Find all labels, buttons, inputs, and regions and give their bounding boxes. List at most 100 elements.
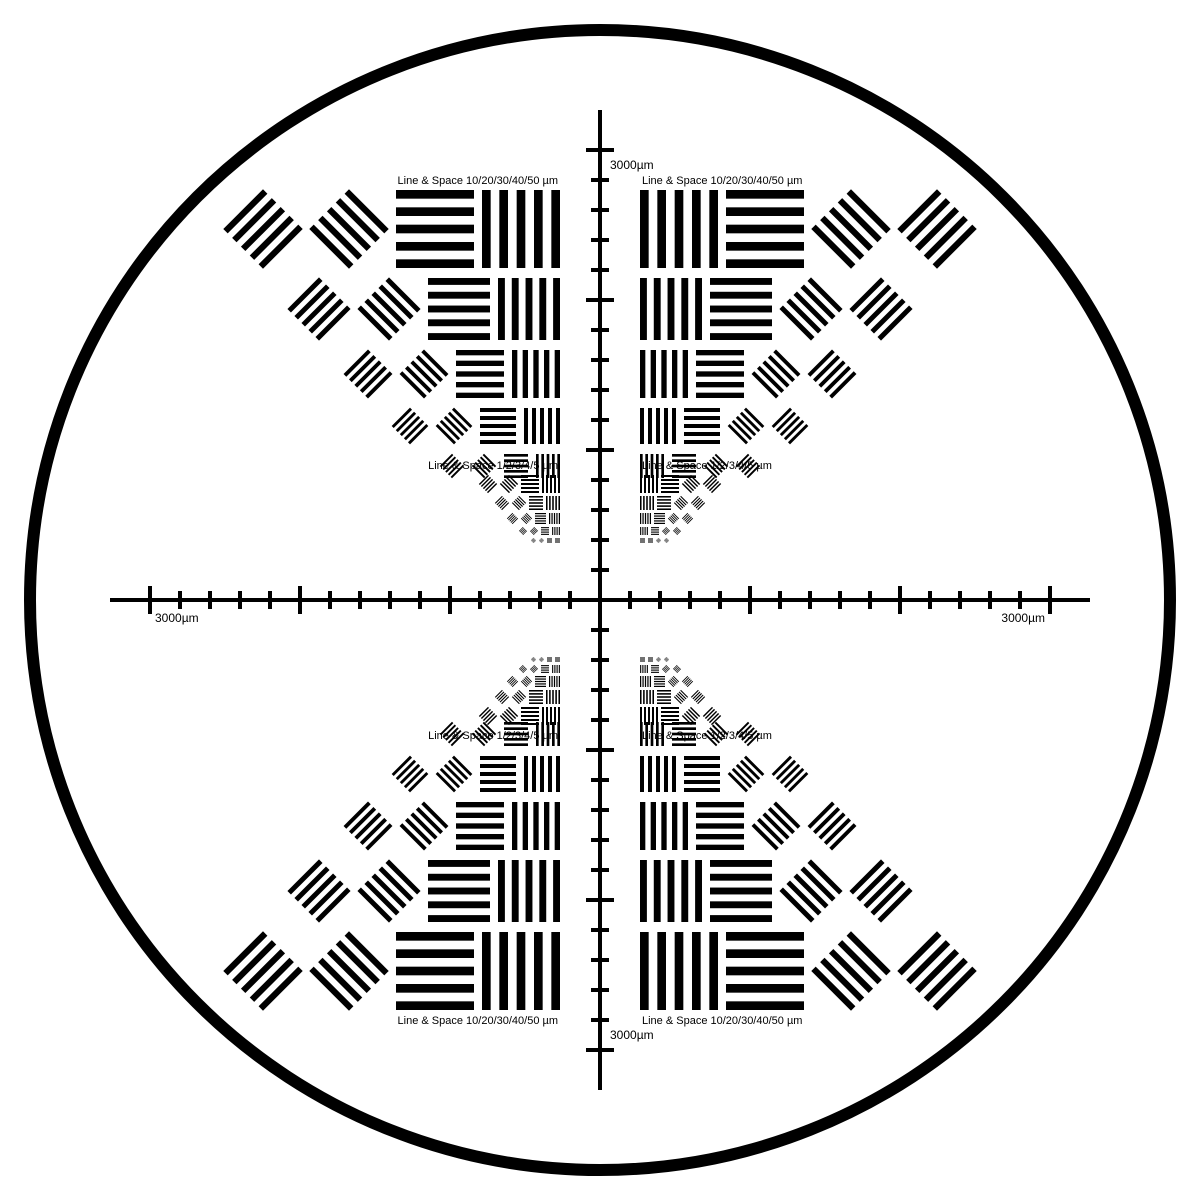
bar — [651, 527, 659, 528]
bar — [559, 538, 560, 543]
bar — [456, 382, 504, 387]
bar — [535, 686, 546, 687]
bar — [710, 915, 772, 922]
bar — [555, 538, 556, 543]
bar — [696, 382, 744, 387]
bar — [554, 707, 556, 725]
bar — [657, 190, 666, 268]
bar — [541, 670, 549, 671]
bar — [684, 416, 720, 420]
bar — [480, 408, 516, 412]
bar — [535, 523, 546, 524]
bar — [529, 508, 543, 510]
bar — [726, 1001, 804, 1010]
bar — [644, 527, 645, 535]
bar — [535, 681, 546, 682]
bar — [541, 665, 549, 666]
bar — [541, 667, 549, 668]
bar — [557, 538, 558, 543]
bar — [648, 539, 653, 540]
bar — [657, 699, 671, 701]
bar — [661, 715, 679, 717]
bar — [396, 1001, 474, 1010]
bar — [640, 496, 642, 510]
bar — [640, 513, 641, 524]
bar — [521, 483, 539, 485]
bar — [547, 658, 552, 659]
bar — [554, 676, 555, 687]
bar — [710, 888, 772, 895]
bar — [654, 518, 665, 519]
bar — [640, 860, 647, 922]
bar — [648, 661, 653, 662]
bar — [540, 408, 544, 444]
bar — [654, 860, 661, 922]
bar — [547, 539, 552, 540]
bar — [657, 499, 671, 501]
bar — [646, 690, 648, 704]
bar — [651, 669, 659, 670]
bar — [554, 527, 555, 535]
bar — [534, 190, 543, 268]
bar — [529, 496, 543, 498]
bar — [664, 756, 668, 792]
bar — [654, 523, 665, 524]
bar — [684, 432, 720, 436]
bar — [657, 696, 671, 698]
bar — [559, 665, 560, 673]
bar — [480, 440, 516, 444]
bar — [540, 756, 544, 792]
bar — [645, 676, 646, 687]
pattern-label: Line & Space 10/20/30/40/50 µm — [642, 1015, 802, 1027]
bar — [546, 475, 548, 493]
bar — [654, 520, 665, 521]
bar — [533, 350, 538, 398]
bar — [661, 491, 679, 493]
bar — [648, 707, 650, 725]
bar — [648, 756, 652, 792]
reticle-diagram: 3000µm3000µm3000µm3000µmLine & Space 10/… — [0, 0, 1200, 1201]
bar — [696, 845, 744, 850]
bar — [654, 278, 661, 340]
pattern-label: Line & Space 1/2/3/4/5 µm — [428, 730, 558, 742]
bar — [640, 350, 645, 398]
bar — [710, 292, 772, 299]
bar — [644, 538, 645, 543]
bar — [654, 683, 665, 684]
bar — [541, 669, 549, 670]
bar — [644, 475, 646, 493]
bar — [657, 702, 671, 704]
bar — [556, 408, 560, 444]
bar — [541, 672, 549, 673]
bar — [532, 408, 536, 444]
bar — [726, 207, 804, 216]
bar — [640, 676, 641, 687]
bar — [480, 772, 516, 776]
bar — [556, 538, 557, 543]
bar — [547, 659, 552, 660]
bar — [696, 823, 744, 828]
bar — [710, 319, 772, 326]
bar — [652, 707, 654, 725]
bar — [651, 350, 656, 398]
bar — [681, 278, 688, 340]
bar — [529, 502, 543, 504]
bar — [684, 424, 720, 428]
bar — [553, 860, 560, 922]
bar — [651, 534, 659, 535]
bar — [649, 496, 651, 510]
bar — [549, 513, 550, 524]
bar — [557, 665, 558, 673]
pattern-label: Line & Space 10/20/30/40/50 µm — [642, 175, 802, 187]
bar — [661, 723, 679, 725]
bar — [641, 538, 642, 543]
bar — [710, 874, 772, 881]
bar — [657, 502, 671, 504]
bar — [396, 967, 474, 976]
bar — [558, 496, 560, 510]
bar — [524, 756, 528, 792]
bar — [640, 475, 642, 493]
bar — [521, 475, 539, 477]
bar — [480, 756, 516, 760]
bar — [535, 520, 546, 521]
